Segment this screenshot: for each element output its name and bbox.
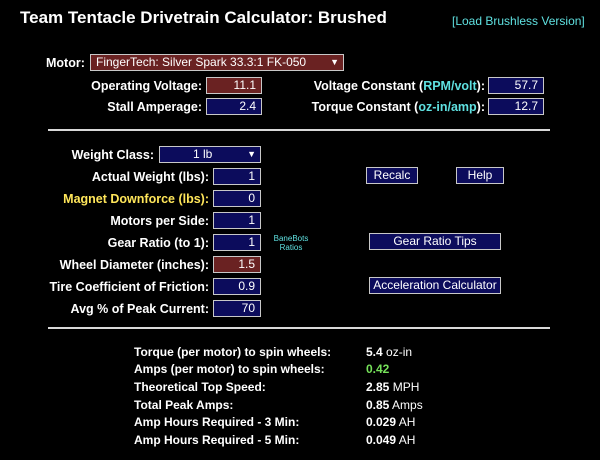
recalc-button[interactable]: Recalc [366, 167, 418, 184]
stall-amperage-field[interactable]: 2.4 [206, 98, 262, 115]
result-ah-3min-value: 0.029 AH [366, 415, 416, 429]
result-torque-label: Torque (per motor) to spin wheels: [134, 345, 332, 359]
wheel-diameter-label: Wheel Diameter (inches): [59, 258, 209, 272]
section-divider [48, 129, 550, 131]
tire-friction-label: Tire Coefficient of Friction: [49, 280, 210, 294]
magnet-downforce-field[interactable]: 0 [213, 190, 261, 207]
motors-per-side-label: Motors per Side: [110, 214, 209, 228]
help-button[interactable]: Help [456, 167, 504, 184]
load-brushless-link[interactable]: [Load Brushless Version] [452, 14, 585, 28]
result-peak-amps-label: Total Peak Amps: [134, 398, 234, 412]
torque-constant-unit: oz-in/amp [418, 100, 477, 114]
tire-friction-field[interactable]: 0.9 [213, 278, 261, 295]
motor-select[interactable]: FingerTech: Silver Spark 33.3:1 FK-050 ▼ [90, 54, 344, 71]
gear-ratio-label: Gear Ratio (to 1): [107, 236, 209, 250]
operating-voltage-field[interactable]: 11.1 [206, 77, 262, 94]
voltage-constant-unit: RPM/volt [423, 79, 477, 93]
torque-constant-field[interactable]: 12.7 [488, 98, 544, 115]
operating-voltage-label: Operating Voltage: [91, 79, 202, 93]
section-divider [48, 327, 550, 329]
gear-ratio-tips-button[interactable]: Gear Ratio Tips [369, 233, 501, 250]
weight-class-select[interactable]: 1 lb ▼ [159, 146, 261, 163]
motor-label: Motor: [46, 56, 85, 70]
voltage-constant-field[interactable]: 57.7 [488, 77, 544, 94]
chevron-down-icon: ▼ [247, 149, 256, 159]
result-ah-5min-value: 0.049 AH [366, 433, 416, 447]
voltage-constant-label: Voltage Constant (RPM/volt): [313, 79, 485, 93]
banebots-ratios-link[interactable]: BaneBots Ratios [273, 234, 309, 252]
avg-peak-current-label: Avg % of Peak Current: [70, 302, 209, 316]
weight-class-label: Weight Class: [71, 148, 154, 162]
gear-ratio-field[interactable]: 1 [213, 234, 261, 251]
result-torque-value: 5.4 oz-in [366, 345, 413, 359]
weight-class-value: 1 lb [193, 147, 213, 161]
result-top-speed-value: 2.85 MPH [366, 380, 420, 394]
chevron-down-icon: ▼ [330, 57, 339, 67]
motors-per-side-field[interactable]: 1 [213, 212, 261, 229]
magnet-downforce-label: Magnet Downforce (lbs): [63, 192, 209, 206]
page-title: Team Tentacle Drivetrain Calculator: Bru… [20, 8, 387, 27]
result-ah-5min-label: Amp Hours Required - 5 Min: [134, 433, 300, 447]
result-top-speed-label: Theoretical Top Speed: [134, 380, 266, 394]
result-amps-value: 0.42 [366, 362, 390, 376]
result-ah-3min-label: Amp Hours Required - 3 Min: [134, 415, 300, 429]
torque-constant-label: Torque Constant (oz-in/amp): [311, 100, 485, 114]
actual-weight-label: Actual Weight (lbs): [91, 170, 209, 184]
acceleration-calculator-button[interactable]: Acceleration Calculator [369, 277, 501, 294]
motor-select-value: FingerTech: Silver Spark 33.3:1 FK-050 [96, 55, 307, 69]
wheel-diameter-field[interactable]: 1.5 [213, 256, 261, 273]
stall-amperage-label: Stall Amperage: [107, 100, 202, 114]
actual-weight-field[interactable]: 1 [213, 168, 261, 185]
avg-peak-current-field[interactable]: 70 [213, 300, 261, 317]
result-peak-amps-value: 0.85 Amps [366, 398, 423, 412]
result-amps-label: Amps (per motor) to spin wheels: [134, 362, 325, 376]
